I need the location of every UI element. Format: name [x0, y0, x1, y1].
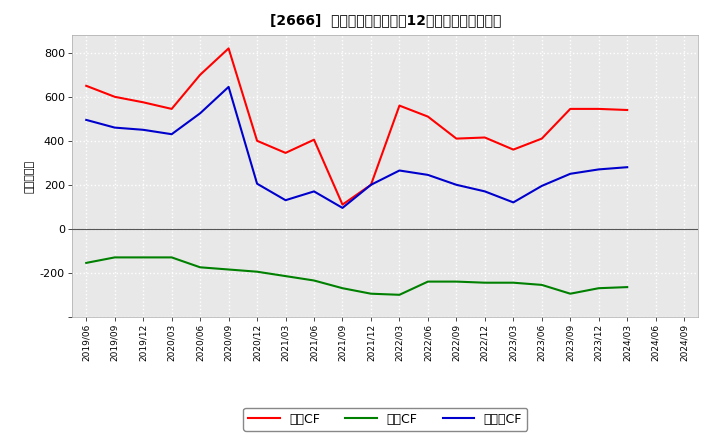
投資CF: [338, 286, 347, 291]
営業CF: [253, 138, 261, 143]
フリーCF: [623, 165, 631, 170]
投資CF: [595, 286, 603, 291]
投資CF: [82, 260, 91, 265]
営業CF: [395, 103, 404, 108]
営業CF: [423, 114, 432, 119]
Y-axis label: （百万円）: （百万円）: [24, 159, 35, 193]
Line: 営業CF: 営業CF: [86, 48, 627, 205]
営業CF: [167, 106, 176, 111]
フリーCF: [167, 132, 176, 137]
営業CF: [480, 135, 489, 140]
投資CF: [139, 255, 148, 260]
営業CF: [509, 147, 518, 152]
投資CF: [480, 280, 489, 285]
営業CF: [282, 150, 290, 156]
投資CF: [509, 280, 518, 285]
営業CF: [110, 94, 119, 99]
営業CF: [595, 106, 603, 111]
Title: [2666]  キャッシュフローの12か月移動合計の推移: [2666] キャッシュフローの12か月移動合計の推移: [269, 13, 501, 27]
投資CF: [253, 269, 261, 275]
投資CF: [196, 264, 204, 270]
営業CF: [310, 137, 318, 142]
投資CF: [310, 278, 318, 283]
投資CF: [110, 255, 119, 260]
フリーCF: [196, 110, 204, 116]
投資CF: [282, 273, 290, 279]
フリーCF: [595, 167, 603, 172]
フリーCF: [253, 181, 261, 186]
Line: 投資CF: 投資CF: [86, 257, 627, 295]
投資CF: [167, 255, 176, 260]
投資CF: [366, 291, 375, 297]
営業CF: [452, 136, 461, 141]
フリーCF: [480, 189, 489, 194]
フリーCF: [423, 172, 432, 177]
営業CF: [139, 99, 148, 105]
フリーCF: [310, 189, 318, 194]
投資CF: [225, 267, 233, 272]
営業CF: [366, 182, 375, 187]
フリーCF: [452, 182, 461, 187]
営業CF: [338, 202, 347, 207]
投資CF: [452, 279, 461, 284]
営業CF: [537, 136, 546, 141]
投資CF: [395, 292, 404, 297]
Legend: 営業CF, 投資CF, フリーCF: 営業CF, 投資CF, フリーCF: [243, 407, 527, 430]
フリーCF: [282, 198, 290, 203]
フリーCF: [395, 168, 404, 173]
営業CF: [196, 72, 204, 77]
フリーCF: [139, 127, 148, 132]
投資CF: [623, 284, 631, 290]
投資CF: [423, 279, 432, 284]
投資CF: [537, 282, 546, 288]
フリーCF: [338, 205, 347, 210]
Line: フリーCF: フリーCF: [86, 87, 627, 208]
フリーCF: [537, 183, 546, 188]
フリーCF: [509, 200, 518, 205]
フリーCF: [225, 84, 233, 90]
営業CF: [225, 46, 233, 51]
フリーCF: [566, 171, 575, 176]
営業CF: [566, 106, 575, 111]
フリーCF: [366, 182, 375, 187]
営業CF: [82, 83, 91, 88]
フリーCF: [110, 125, 119, 130]
フリーCF: [82, 117, 91, 122]
投資CF: [566, 291, 575, 297]
営業CF: [623, 107, 631, 113]
